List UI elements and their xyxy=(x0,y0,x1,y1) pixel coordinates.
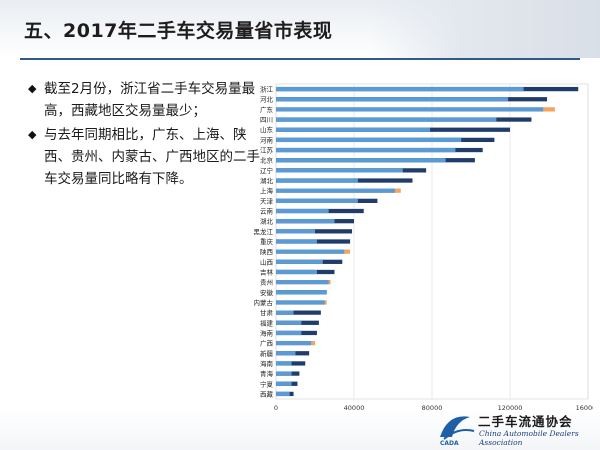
y-tick-label: 浙江 xyxy=(260,85,274,94)
y-tick-label: 贵州 xyxy=(260,278,273,287)
bar-2017 xyxy=(276,127,431,132)
bar-2017 xyxy=(276,239,317,244)
bullet-item: ◆ 截至2月份，浙江省二手车交易量最高，西藏地区交易量最少； xyxy=(28,78,262,122)
title-divider xyxy=(20,58,580,60)
bar-2017 xyxy=(276,219,335,224)
y-tick-label: 海南 xyxy=(260,328,274,337)
y-tick-label: 宁夏 xyxy=(260,379,274,388)
y-tick-label: 黑龙江 xyxy=(254,227,274,236)
bar-2017 xyxy=(276,310,294,315)
bar-2017 xyxy=(276,371,292,376)
y-tick-label: 山东 xyxy=(260,125,274,134)
y-tick-label: 上海 xyxy=(260,186,274,195)
y-tick-label: 辽宁 xyxy=(260,166,274,175)
bar-2016 xyxy=(276,280,329,285)
slide-header xyxy=(0,0,600,58)
bar-2017 xyxy=(276,137,462,143)
bar-2017 xyxy=(276,259,323,264)
y-tick-label: 湖北 xyxy=(260,176,274,185)
logo-name: 二手车流通协会 xyxy=(478,414,573,429)
slide-footer xyxy=(0,410,600,450)
y-tick-label: 北京 xyxy=(260,156,274,165)
bar-2017 xyxy=(276,381,292,386)
y-tick-label: 海南 xyxy=(260,359,274,368)
bar-2017 xyxy=(276,391,290,397)
y-tick-label: 山西 xyxy=(260,257,274,266)
bar-2016 xyxy=(276,249,345,254)
bullet-list: ◆ 截至2月份，浙江省二手车交易量最高，西藏地区交易量最少； ◆ 与去年同期相比… xyxy=(28,78,262,192)
bar-2016 xyxy=(276,340,312,346)
bar-2017 xyxy=(276,351,296,356)
bar-2017 xyxy=(276,330,302,336)
bar-2017 xyxy=(276,97,509,102)
logo-subtitle: China Automobile Dealers Association xyxy=(479,429,579,447)
cada-logo-icon: CADA xyxy=(440,416,475,447)
y-tick-label: 湖北 xyxy=(260,217,274,226)
y-tick-label: 云南 xyxy=(260,207,274,216)
y-tick-label: 甘肃 xyxy=(260,308,274,317)
y-tick-label: 广西 xyxy=(260,339,274,348)
bar-2017 xyxy=(276,361,292,366)
y-tick-label: 江苏 xyxy=(260,146,274,155)
logo-abbr: CADA xyxy=(440,440,459,447)
bar-2017 xyxy=(276,229,315,234)
bar-2017 xyxy=(276,147,456,153)
x-tick-label: 0 xyxy=(274,404,278,412)
y-tick-label: 青海 xyxy=(260,369,274,378)
header-decoration xyxy=(370,0,600,58)
y-tick-label: 广东 xyxy=(260,105,274,114)
y-tick-label: 新疆 xyxy=(260,349,274,358)
bar-2016 xyxy=(276,188,395,193)
x-tick-label: 80000 xyxy=(422,404,443,412)
y-tick-label: 重庆 xyxy=(260,237,274,246)
x-tick-label: 160000 xyxy=(576,404,593,412)
bar-2016 xyxy=(276,107,544,112)
x-tick-label: 120000 xyxy=(498,404,523,412)
bar-2017 xyxy=(276,269,317,275)
province-bar-chart: 0 40000 80000 120000 160000 浙江河北广东四川山东河南江苏北京辽… xyxy=(254,83,593,412)
y-tick-label: 福建 xyxy=(260,318,274,327)
y-tick-label: 河南 xyxy=(260,135,274,144)
bullet-text: 与去年同期相比，广东、上海、陕西、贵州、内蒙古、广西地区的二手车交易量同比略有下… xyxy=(44,127,260,187)
bar-2017 xyxy=(276,168,403,173)
y-tick-label: 天津 xyxy=(260,197,274,205)
y-tick-label: 内蒙古 xyxy=(254,298,274,307)
diamond-bullet-icon: ◆ xyxy=(28,128,37,141)
bullet-text: 截至2月份，浙江省二手车交易量最高，西藏地区交易量最少； xyxy=(44,81,256,119)
bar-2016 xyxy=(276,300,325,305)
y-tick-label: 河北 xyxy=(260,96,274,104)
bar-2016 xyxy=(276,310,321,315)
bar-2017 xyxy=(276,86,524,92)
y-tick-label: 西藏 xyxy=(260,389,274,398)
x-tick-label: 40000 xyxy=(344,404,365,412)
bar-2017 xyxy=(276,320,302,325)
bar-2017 xyxy=(276,178,358,183)
slide-title: 五、2017年二手车交易量省市表现 xyxy=(24,20,333,42)
y-tick-label: 四川 xyxy=(260,116,273,124)
bar-2017 xyxy=(276,208,329,214)
bar-2017 xyxy=(276,117,497,122)
bar-2017 xyxy=(276,290,327,295)
bullet-item: ◆ 与去年同期相比，广东、上海、陕西、贵州、内蒙古、广西地区的二手车交易量同比略… xyxy=(28,124,262,190)
diamond-bullet-icon: ◆ xyxy=(28,82,37,95)
y-tick-label: 安徽 xyxy=(260,288,274,297)
bar-2017 xyxy=(276,158,446,163)
y-tick-label: 吉林 xyxy=(260,267,274,276)
bar-2017 xyxy=(276,198,358,203)
y-tick-label: 陕西 xyxy=(260,247,274,256)
